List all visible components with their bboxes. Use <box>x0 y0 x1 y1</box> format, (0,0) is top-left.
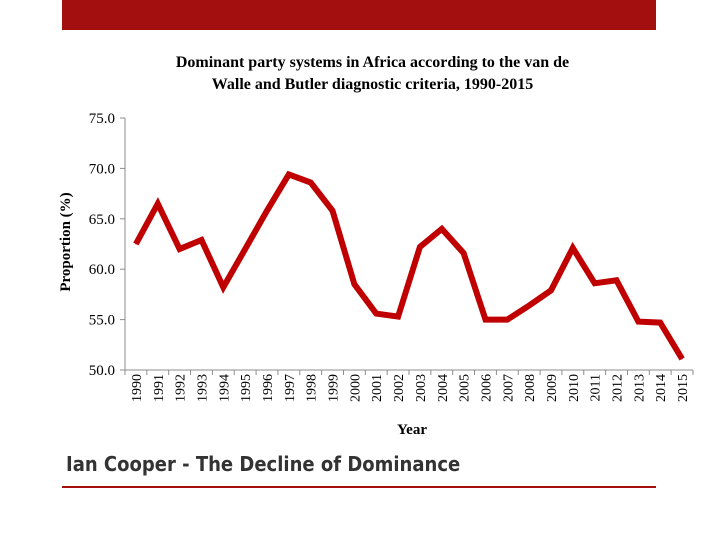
data-point <box>353 283 355 285</box>
series-line-0 <box>133 170 685 361</box>
data-point <box>397 316 399 318</box>
y-tick-label: 60.0 <box>89 262 115 278</box>
y-tick-label: 75.0 <box>89 111 115 127</box>
y-axis-label: Proportion (%) <box>58 192 74 291</box>
x-tick-label: 2012 <box>611 374 626 402</box>
data-point <box>244 248 246 250</box>
chart-title-line-1: Dominant party systems in Africa accordi… <box>175 54 570 71</box>
x-tick-label: 2003 <box>414 374 429 402</box>
x-tick-label: 2008 <box>523 374 538 402</box>
data-point <box>550 289 552 291</box>
x-tick-label: 1998 <box>305 374 320 402</box>
x-tick-label: 2011 <box>589 374 604 401</box>
x-tick-label: 1990 <box>130 374 145 402</box>
x-tick-label: 2004 <box>436 374 451 402</box>
x-tick-label: 2000 <box>348 374 363 402</box>
x-tick-label: 1993 <box>195 374 210 402</box>
data-point <box>681 358 683 360</box>
x-tick-label: 2006 <box>479 374 494 402</box>
x-tick-label: 1992 <box>174 374 189 402</box>
data-point <box>659 322 661 324</box>
x-axis-ticks: 1990 1991 1992 1993 1994 1995 1996 1997 1998 1999… <box>124 370 694 402</box>
x-tick-label: 2001 <box>370 374 385 402</box>
data-point <box>288 173 290 175</box>
data-point <box>332 210 334 212</box>
data-point <box>572 247 574 249</box>
data-point <box>484 319 486 321</box>
chart-title: Dominant party systems in Africa accordi… <box>100 52 645 96</box>
series-group <box>133 170 685 361</box>
footer-rule <box>62 486 656 488</box>
x-tick-label: 2009 <box>545 374 560 402</box>
x-tick-label: 1996 <box>261 374 276 402</box>
x-tick-label: 2013 <box>632 374 647 402</box>
x-tick-label: 1997 <box>283 374 298 402</box>
x-tick-label: 2014 <box>654 374 669 402</box>
y-axis-ticks: 50.0 55.0 60.0 65.0 70.0 75.0 <box>89 111 125 379</box>
y-tick-label: 70.0 <box>89 161 115 177</box>
x-tick-label: 2015 <box>676 374 691 402</box>
top-banner <box>62 0 656 30</box>
y-tick-label: 50.0 <box>89 363 115 379</box>
x-tick-label: 2010 <box>567 374 582 402</box>
data-point <box>200 239 202 241</box>
data-point <box>441 228 443 230</box>
x-tick-label: 1995 <box>239 374 254 402</box>
x-tick-label: 2002 <box>392 374 407 402</box>
x-tick-label: 1991 <box>152 374 167 402</box>
data-point <box>375 313 377 315</box>
data-point <box>157 203 159 205</box>
data-point <box>135 243 137 245</box>
axes <box>124 118 693 371</box>
x-tick-label: 1994 <box>217 374 232 402</box>
data-point <box>463 252 465 254</box>
chart-title-line-2: Walle and Butler diagnostic criteria, 19… <box>211 76 534 93</box>
y-tick-label: 65.0 <box>89 212 115 228</box>
data-point <box>419 246 421 248</box>
x-tick-label: 2005 <box>458 374 473 402</box>
x-tick-label: 2007 <box>501 374 516 402</box>
data-point <box>310 182 312 184</box>
data-point <box>506 319 508 321</box>
data-point <box>179 248 181 250</box>
footer-title: Ian Cooper - The Decline of Dominance <box>66 452 461 476</box>
data-point <box>266 210 268 212</box>
data-point <box>616 279 618 281</box>
data-point <box>637 321 639 323</box>
data-point <box>528 304 530 306</box>
data-point <box>594 282 596 284</box>
data-point <box>222 286 224 288</box>
x-axis-label: Year <box>397 422 427 438</box>
x-tick-label: 1999 <box>327 374 342 402</box>
y-tick-label: 55.0 <box>89 313 115 329</box>
